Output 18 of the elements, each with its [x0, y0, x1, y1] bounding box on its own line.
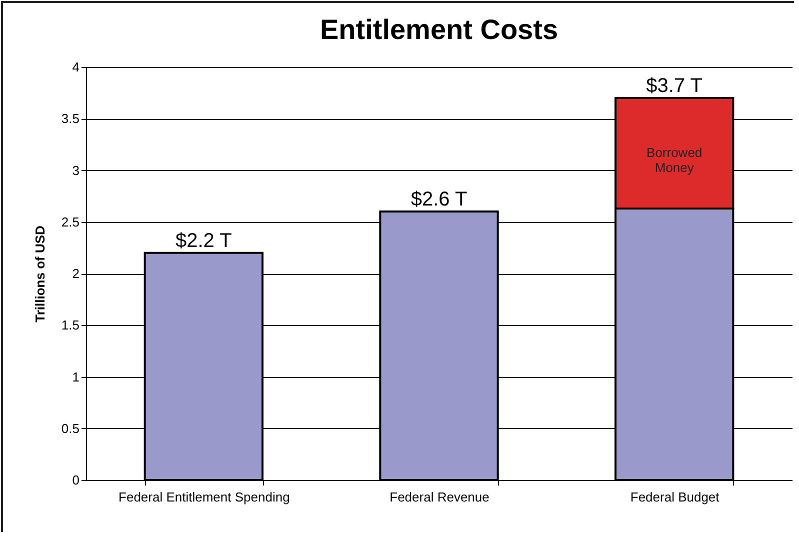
- y-tick-label: 1.5: [61, 318, 80, 333]
- chart-title: Entitlement Costs: [320, 14, 558, 45]
- x-tick-label: Federal Budget: [630, 490, 720, 504]
- y-tick-label: 3.5: [61, 111, 80, 126]
- y-axis-title: Trillions of USD: [32, 226, 48, 322]
- x-tick-label: Federal Entitlement Spending: [118, 490, 290, 504]
- total-label: $2.6 T: [410, 188, 468, 211]
- y-tick-label: 2: [72, 266, 80, 281]
- y-tick-label: 2.5: [61, 214, 80, 230]
- y-tick-label: 1: [72, 369, 80, 384]
- total-label: $3.7 T: [646, 74, 703, 97]
- x-tick-label: Federal Revenue: [390, 490, 490, 504]
- y-tick-label: 3: [72, 162, 80, 178]
- y-tick-label: 0.5: [61, 420, 80, 436]
- y-tick-label: 4: [72, 60, 80, 74]
- y-tick-label: 0: [72, 472, 80, 488]
- total-label: $2.2 T: [175, 230, 232, 252]
- series-label: Borrowed Money: [646, 145, 702, 176]
